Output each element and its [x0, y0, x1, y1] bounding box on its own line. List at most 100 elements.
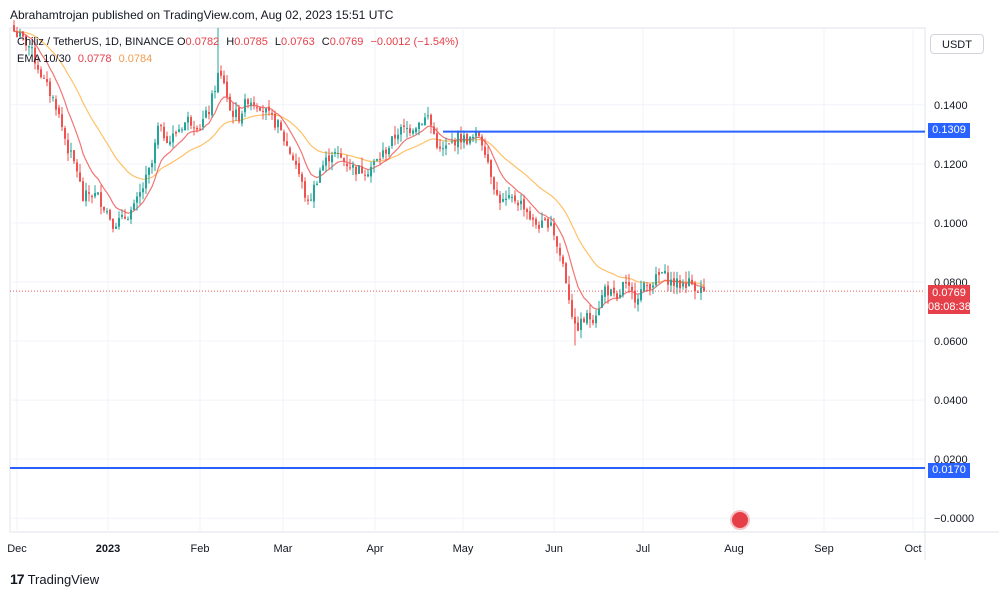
- candle-body: [682, 283, 684, 287]
- candle-body: [298, 163, 300, 174]
- candle-body: [73, 150, 75, 162]
- candle-body: [475, 131, 477, 137]
- candle-body: [673, 278, 675, 286]
- chart-frame: [9, 27, 926, 533]
- tradingview-logo[interactable]: 17 TradingView: [10, 571, 99, 587]
- candle-body: [352, 164, 354, 168]
- candle-body: [301, 174, 303, 182]
- candle-body: [208, 111, 210, 115]
- candle-body: [691, 279, 693, 285]
- candle-body: [547, 218, 549, 228]
- candle-body: [508, 195, 510, 198]
- candle-body: [331, 155, 333, 163]
- candle-body: [562, 256, 564, 264]
- candle-body: [244, 99, 246, 113]
- candle-body: [649, 284, 651, 290]
- legend-ema-slow: 0.0784: [118, 53, 153, 65]
- candle-body: [28, 45, 30, 48]
- candle-body: [457, 132, 459, 148]
- candle-body: [511, 197, 513, 199]
- candle-body: [25, 35, 27, 46]
- candle-body: [37, 65, 39, 70]
- candle-body: [355, 166, 357, 175]
- candle-body: [529, 211, 531, 220]
- candle-body: [328, 155, 330, 162]
- candle-body: [358, 165, 360, 174]
- candle-body: [169, 141, 171, 145]
- legend-ema: EMA 10/30 0.0778 0.0784: [17, 53, 152, 65]
- candle-body: [391, 136, 393, 147]
- candle-body: [433, 126, 435, 134]
- candle-body: [157, 125, 159, 145]
- candle-body: [262, 110, 264, 112]
- candle-body: [211, 93, 213, 116]
- candle-body: [400, 126, 402, 135]
- price-tag-support: 0.0170: [928, 463, 970, 478]
- candle-body: [442, 148, 444, 150]
- candle-body: [304, 181, 306, 198]
- candle-body: [274, 114, 276, 128]
- candle-body: [679, 280, 681, 289]
- countdown: 08:08:38: [928, 301, 971, 313]
- candle-body: [421, 124, 423, 126]
- candle-body: [253, 102, 255, 106]
- legend-ema-fast: 0.0778: [77, 53, 112, 65]
- x-tick-label: Dec: [7, 543, 27, 555]
- candle-body: [670, 279, 672, 286]
- candle-body: [313, 184, 315, 202]
- candle-body: [559, 247, 561, 256]
- candle-body: [703, 287, 705, 292]
- candle-body: [46, 79, 48, 83]
- candle-body: [115, 226, 117, 229]
- currency-button[interactable]: USDT: [930, 34, 984, 54]
- candle-body: [247, 99, 249, 105]
- candle-body: [124, 216, 126, 219]
- candle-body: [214, 91, 216, 93]
- candle-body: [598, 309, 600, 315]
- us-flag-icon[interactable]: [730, 510, 750, 530]
- candle-body: [166, 136, 168, 143]
- x-tick-label: Mar: [274, 543, 293, 555]
- candle-body: [634, 290, 636, 303]
- candle-body: [34, 47, 36, 64]
- candle-body: [94, 192, 96, 197]
- candle-body: [190, 117, 192, 126]
- candle-body: [268, 106, 270, 111]
- candle-body: [130, 209, 132, 220]
- candle-body: [397, 134, 399, 140]
- candle-body: [664, 270, 666, 274]
- candle-body: [568, 284, 570, 301]
- candle-body: [136, 196, 138, 203]
- candle-body: [373, 161, 375, 165]
- candle-body: [502, 199, 504, 202]
- candle-body: [106, 211, 108, 213]
- candle-body: [676, 278, 678, 288]
- candle-body: [430, 114, 432, 126]
- candle-body: [325, 157, 327, 166]
- candle-body: [481, 136, 483, 146]
- candle-body: [640, 289, 642, 301]
- candle-body: [697, 291, 699, 293]
- candle-body: [379, 158, 381, 160]
- candle-body: [142, 188, 144, 193]
- candle-body: [76, 162, 78, 172]
- candle-body: [79, 172, 81, 182]
- price-tag-resistance: 0.1309: [928, 123, 970, 138]
- candle-body: [133, 203, 135, 210]
- candle-body: [175, 131, 177, 134]
- candle-body: [514, 195, 516, 202]
- candle-body: [523, 199, 525, 210]
- candle-body: [277, 120, 279, 128]
- candle-body: [463, 135, 465, 143]
- candle-body: [412, 130, 414, 134]
- x-tick-label: Aug: [724, 543, 744, 555]
- candle-body: [187, 116, 189, 123]
- candle-body: [535, 219, 537, 225]
- candle-body: [493, 177, 495, 190]
- candle-body: [382, 150, 384, 158]
- legend-close: 0.0769: [329, 36, 364, 48]
- candle-body: [544, 218, 546, 220]
- candle-body: [250, 102, 252, 106]
- candle-body: [625, 282, 627, 284]
